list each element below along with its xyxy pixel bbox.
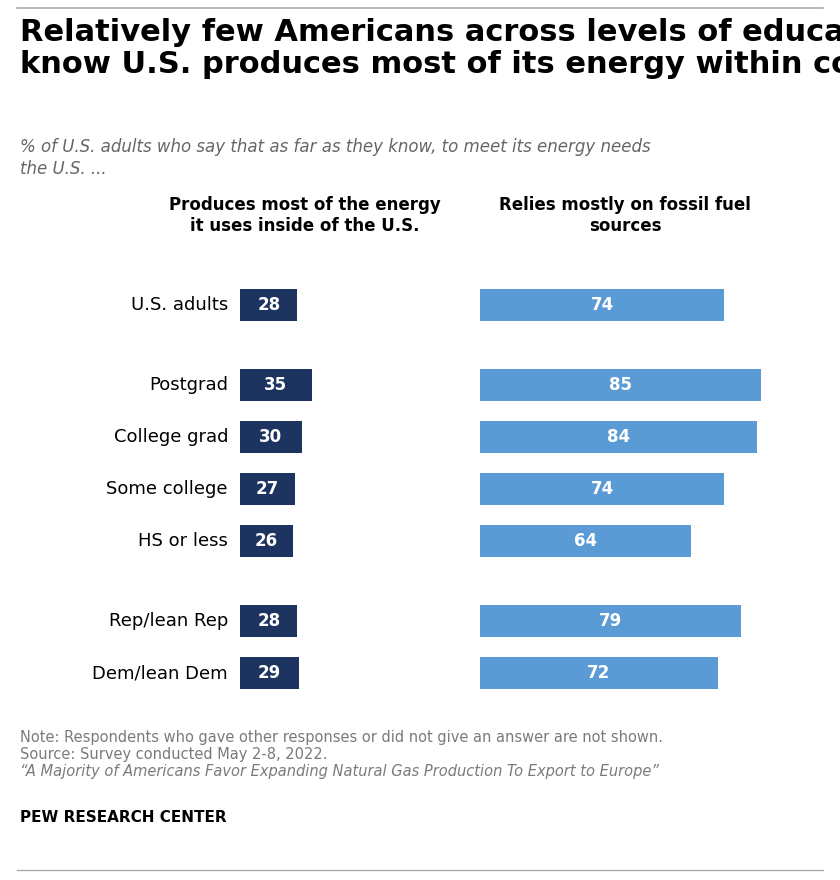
Text: 30: 30 — [260, 428, 282, 446]
Bar — [480, 657, 717, 689]
Text: College grad: College grad — [113, 428, 228, 446]
Text: HS or less: HS or less — [138, 532, 228, 550]
Text: Relies mostly on fossil fuel
sources: Relies mostly on fossil fuel sources — [499, 196, 751, 235]
Bar — [480, 473, 724, 505]
Text: 28: 28 — [257, 296, 281, 314]
Bar — [480, 525, 691, 557]
Bar — [480, 289, 724, 321]
Text: 84: 84 — [607, 428, 630, 446]
Bar — [240, 369, 312, 401]
Bar — [240, 473, 296, 505]
Bar — [240, 657, 299, 689]
Text: Note: Respondents who gave other responses or did not give an answer are not sho: Note: Respondents who gave other respons… — [20, 730, 663, 745]
Text: Postgrad: Postgrad — [149, 376, 228, 394]
Text: 74: 74 — [591, 480, 614, 498]
Text: Source: Survey conducted May 2-8, 2022.: Source: Survey conducted May 2-8, 2022. — [20, 747, 328, 762]
Text: 74: 74 — [591, 296, 614, 314]
Text: Produces most of the energy
it uses inside of the U.S.: Produces most of the energy it uses insi… — [169, 196, 441, 235]
Text: Rep/lean Rep: Rep/lean Rep — [108, 612, 228, 630]
Text: 64: 64 — [574, 532, 597, 550]
Text: 72: 72 — [587, 664, 611, 682]
Bar — [480, 605, 741, 637]
Text: 28: 28 — [257, 612, 281, 630]
Text: U.S. adults: U.S. adults — [131, 296, 228, 314]
Text: 27: 27 — [256, 480, 279, 498]
Bar — [240, 525, 293, 557]
Text: 26: 26 — [255, 532, 278, 550]
Bar — [480, 369, 760, 401]
Text: 79: 79 — [599, 612, 622, 630]
Text: PEW RESEARCH CENTER: PEW RESEARCH CENTER — [20, 810, 227, 825]
Text: Dem/lean Dem: Dem/lean Dem — [92, 664, 228, 682]
Text: 35: 35 — [265, 376, 287, 394]
Text: Some college: Some college — [107, 480, 228, 498]
Bar — [240, 289, 297, 321]
Bar — [480, 421, 757, 453]
Bar — [240, 421, 302, 453]
Text: 29: 29 — [258, 664, 281, 682]
Text: % of U.S. adults who say that as far as they know, to meet its energy needs
the : % of U.S. adults who say that as far as … — [20, 138, 651, 178]
Bar — [240, 605, 297, 637]
Text: 85: 85 — [609, 376, 632, 394]
Text: Relatively few Americans across levels of education
know U.S. produces most of i: Relatively few Americans across levels o… — [20, 18, 840, 79]
Text: “A Majority of Americans Favor Expanding Natural Gas Production To Export to Eur: “A Majority of Americans Favor Expanding… — [20, 764, 659, 779]
